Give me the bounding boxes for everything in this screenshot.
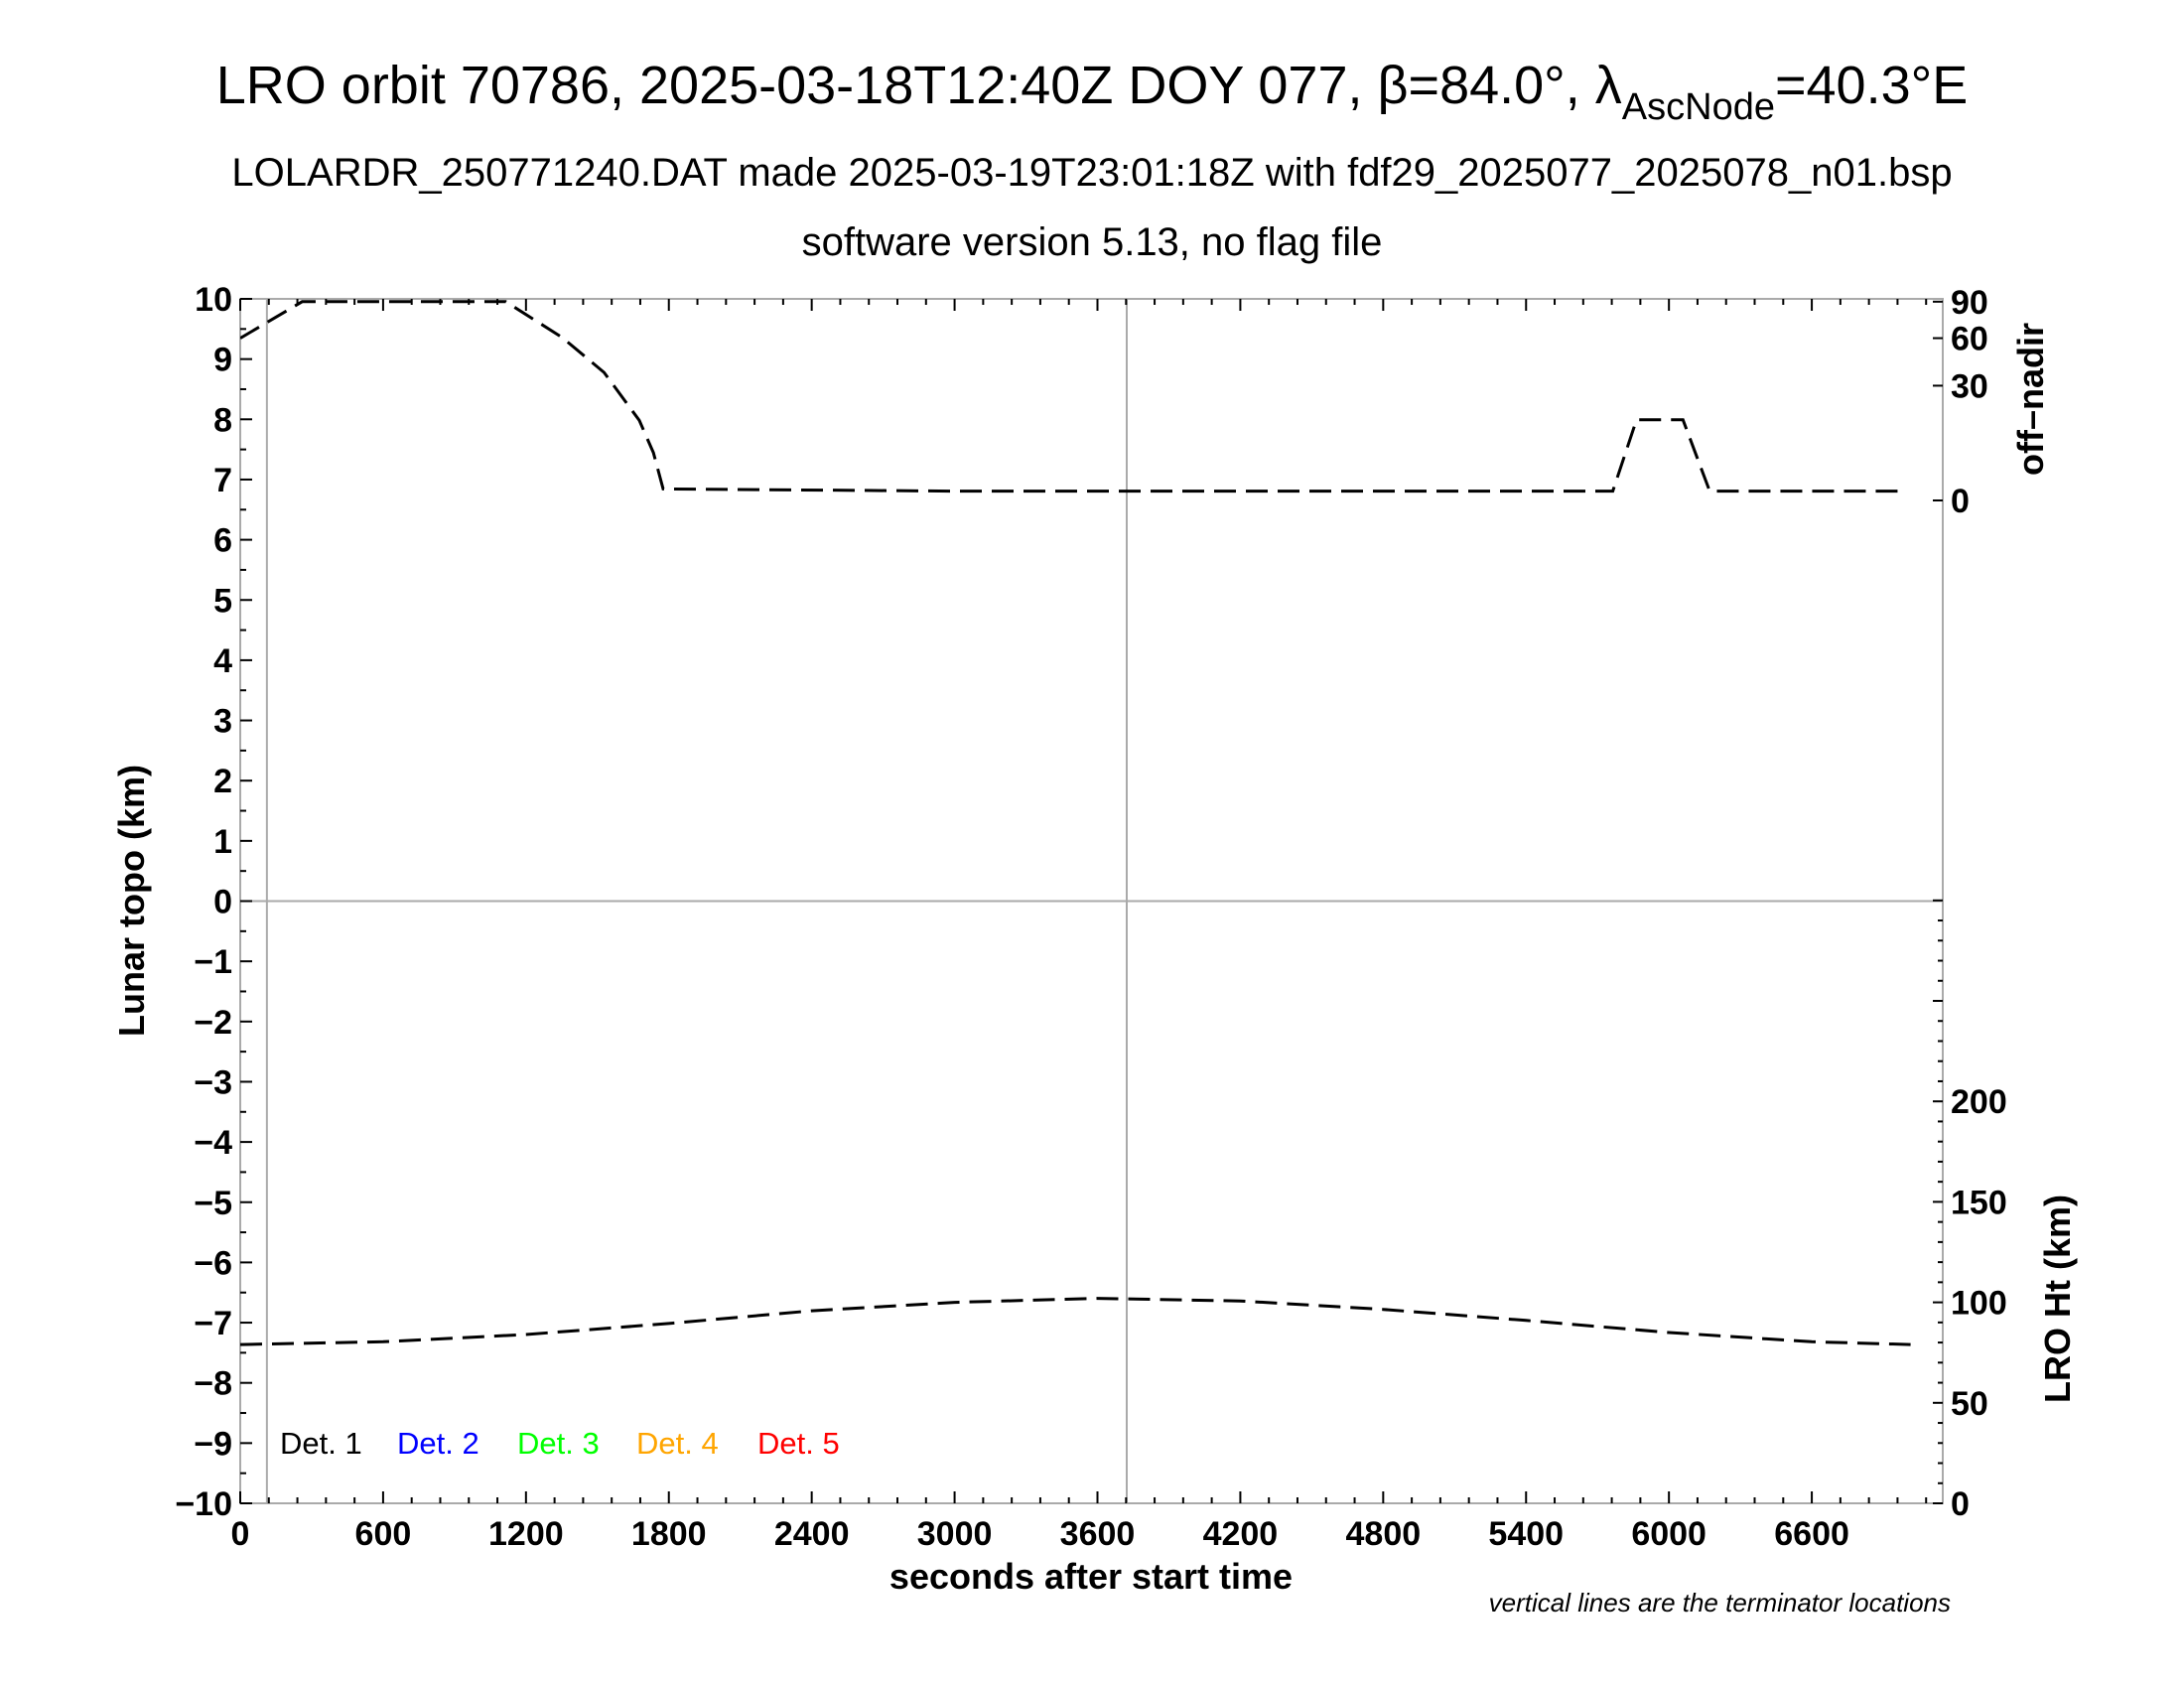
height-tick-label: 100 — [1951, 1285, 2007, 1323]
y-tick-label: 9 — [213, 342, 232, 379]
y2-upper-label: off–nadir — [2010, 323, 2051, 476]
chart-subtitle: LOLARDR_250771240.DAT made 2025-03-19T23… — [231, 151, 1952, 195]
height-tick-label: 50 — [1951, 1385, 1988, 1423]
y-tick-label: 4 — [213, 642, 232, 680]
height-tick-label: 0 — [1951, 1485, 1970, 1523]
height-tick-label: 200 — [1951, 1083, 2007, 1121]
x-tick-label: 2400 — [774, 1515, 850, 1553]
y-tick-label: 10 — [195, 281, 232, 319]
y-tick-label: −3 — [194, 1063, 232, 1101]
x-tick-label: 5400 — [1488, 1515, 1564, 1553]
y-tick-label: 7 — [213, 462, 232, 499]
y-tick-label: −10 — [175, 1485, 232, 1523]
x-tick-label: 3000 — [917, 1515, 993, 1553]
y-tick-label: 2 — [213, 763, 232, 800]
y-tick-label: 8 — [213, 401, 232, 439]
x-tick-label: 1800 — [631, 1515, 707, 1553]
legend-item: Det. 3 — [517, 1426, 600, 1461]
x-tick-label: 6600 — [1774, 1515, 1849, 1553]
y-tick-label: −6 — [194, 1244, 232, 1282]
legend-item: Det. 2 — [397, 1426, 479, 1461]
offnadir-tick-label: 90 — [1951, 284, 1988, 322]
x-axis-label: seconds after start time — [889, 1556, 1293, 1597]
offnadir-tick-label: 30 — [1951, 367, 1988, 405]
x-tick-label: 3600 — [1060, 1515, 1136, 1553]
x-tick-label: 4800 — [1346, 1515, 1422, 1553]
y-tick-label: −9 — [194, 1425, 232, 1463]
y2-lower-label: LRO Ht (km) — [2037, 1195, 2078, 1403]
x-tick-label: 4200 — [1203, 1515, 1279, 1553]
y-axis-label: Lunar topo (km) — [111, 765, 152, 1037]
y-tick-label: −5 — [194, 1185, 232, 1222]
height-tick-label: 150 — [1951, 1184, 2007, 1221]
offnadir-tick-label: 60 — [1951, 321, 1988, 358]
y-tick-label: −1 — [194, 943, 232, 981]
offnadir-tick-label: 0 — [1951, 483, 1970, 520]
plot-area: 0 600 1200 1800 2400 3000 3600 4200 4800 5400 6000… — [175, 281, 2006, 1553]
chart-title: LRO orbit 70786, 2025-03-18T12:40Z DOY 0… — [216, 56, 1968, 128]
y-tick-label: −4 — [194, 1124, 232, 1162]
chart-subtitle-2: software version 5.13, no flag file — [802, 220, 1383, 264]
y-tick-label: 0 — [213, 884, 232, 921]
y-tick-label: −7 — [194, 1305, 232, 1342]
y-tick-label: 1 — [213, 823, 232, 861]
terminator-note: vertical lines are the terminator locati… — [1489, 1588, 1951, 1618]
y-tick-label: 3 — [213, 703, 232, 741]
lro-height-line — [240, 1297, 1911, 1346]
y-tick-label: −8 — [194, 1365, 232, 1403]
x-tick-label: 1200 — [488, 1515, 564, 1553]
x-tick-label: 0 — [231, 1515, 250, 1553]
y-tick-label: −2 — [194, 1004, 232, 1042]
legend-item: Det. 1 — [280, 1426, 362, 1461]
legend-item: Det. 4 — [636, 1426, 719, 1461]
legend-item: Det. 5 — [757, 1426, 840, 1461]
x-tick-label: 600 — [355, 1515, 412, 1553]
offnadir-line — [240, 300, 1904, 493]
y-tick-label: 6 — [213, 522, 232, 560]
y-tick-label: 5 — [213, 582, 232, 620]
x-tick-label: 6000 — [1631, 1515, 1706, 1553]
